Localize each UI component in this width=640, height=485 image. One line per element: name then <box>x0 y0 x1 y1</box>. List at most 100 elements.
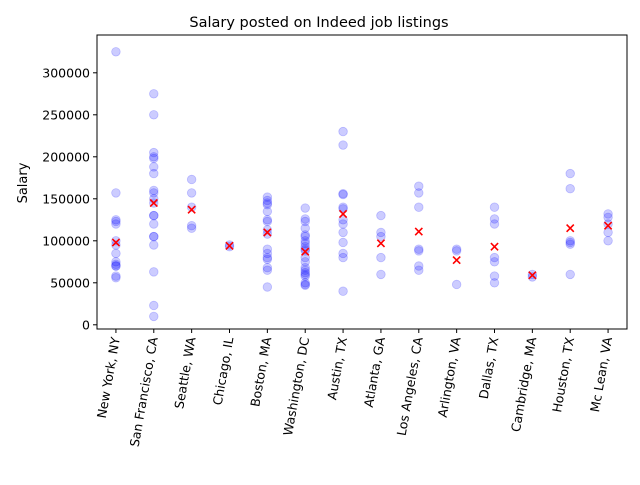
data-point <box>338 140 348 150</box>
data-point <box>262 192 273 202</box>
x-tick-label: San Francisco, CA <box>127 335 161 447</box>
x-marker <box>566 224 575 233</box>
data-point <box>338 248 348 259</box>
data-point <box>489 202 500 212</box>
data-point <box>111 47 121 57</box>
data-point <box>489 214 500 224</box>
data-point <box>338 219 348 229</box>
data-point <box>338 237 348 248</box>
data-point <box>149 267 159 277</box>
data-point <box>565 237 575 248</box>
data-point <box>262 254 273 264</box>
data-point <box>186 220 197 231</box>
x-tick-label: Houston, TX <box>549 335 577 413</box>
data-point <box>111 236 121 246</box>
data-point <box>149 188 159 198</box>
data-point <box>300 252 310 263</box>
data-point <box>300 278 310 288</box>
y-axis-label: Salary <box>16 162 31 203</box>
data-point <box>565 168 575 179</box>
data-point <box>186 223 197 233</box>
data-point <box>111 215 121 225</box>
data-point <box>565 239 575 249</box>
data-point <box>338 286 348 296</box>
data-point <box>300 216 310 227</box>
data-point <box>186 188 197 198</box>
data-point <box>338 215 348 225</box>
x-marker <box>528 271 537 280</box>
x-tick-label: Cambridge, MA <box>508 335 540 433</box>
data-point <box>489 219 500 229</box>
data-point <box>262 252 273 263</box>
x-tick-label: Seattle, WA <box>171 335 198 409</box>
data-point <box>149 210 159 221</box>
x-tick-label: Arlington, VA <box>435 335 464 418</box>
data-point <box>414 244 424 254</box>
data-point <box>603 209 613 219</box>
x-marker <box>301 247 310 256</box>
data-point <box>338 126 348 137</box>
data-point <box>300 257 310 267</box>
data-point <box>262 265 273 275</box>
y-tick-label: 150000 <box>42 191 90 206</box>
data-point <box>300 230 310 240</box>
y-tick-label: 100000 <box>42 233 90 248</box>
x-tick-label: Chicago, IL <box>210 336 237 406</box>
data-point <box>338 189 348 199</box>
x-tick-label: Boston, MA <box>247 335 274 407</box>
data-point <box>300 262 310 273</box>
data-point <box>300 236 310 246</box>
data-point <box>111 248 121 259</box>
data-point <box>603 219 613 229</box>
data-point <box>565 269 575 280</box>
data-point <box>414 188 424 198</box>
data-point <box>111 259 121 270</box>
data-point <box>489 278 500 288</box>
data-point <box>603 227 613 238</box>
data-point <box>300 223 310 233</box>
data-point <box>149 300 159 311</box>
x-marker <box>338 209 348 219</box>
data-point <box>149 185 159 196</box>
data-point <box>451 246 462 256</box>
data-point <box>338 227 348 238</box>
y-tick-label: 250000 <box>42 107 90 122</box>
data-point <box>262 198 273 208</box>
x-marker <box>225 241 234 251</box>
chart-title: Salary posted on Indeed job listings <box>189 15 448 31</box>
data-point <box>376 252 386 263</box>
data-point <box>300 269 310 280</box>
data-point <box>376 269 386 280</box>
data-point <box>603 212 613 222</box>
data-point <box>451 279 462 290</box>
data-point <box>300 214 310 224</box>
x-marker <box>452 255 461 265</box>
data-point <box>414 202 424 212</box>
data-point <box>111 261 121 271</box>
x-tick-label: Austin, TX <box>324 335 350 400</box>
data-point <box>111 273 121 283</box>
data-point <box>111 240 121 250</box>
data-point <box>149 231 159 242</box>
data-point <box>300 279 310 290</box>
data-point <box>300 203 310 213</box>
data-point <box>376 227 386 238</box>
data-point <box>149 162 159 172</box>
data-point <box>338 189 348 200</box>
x-marker <box>149 198 158 208</box>
data-point <box>300 238 310 249</box>
y-tick-label: 0 <box>82 317 90 332</box>
x-tick-label: Atlanta, GA <box>361 335 388 408</box>
data-point <box>262 248 273 259</box>
data-point <box>376 210 386 221</box>
data-point <box>149 147 159 158</box>
plot-area: 0 50000 100000 150000 200000 250000 300000 New … <box>42 34 628 448</box>
data-point <box>262 215 273 225</box>
data-point <box>149 219 159 229</box>
y-tick-label: 50000 <box>50 275 90 290</box>
y-tick-label: 300000 <box>42 65 90 80</box>
y-tick-label: 200000 <box>42 149 90 164</box>
data-point <box>149 110 159 120</box>
